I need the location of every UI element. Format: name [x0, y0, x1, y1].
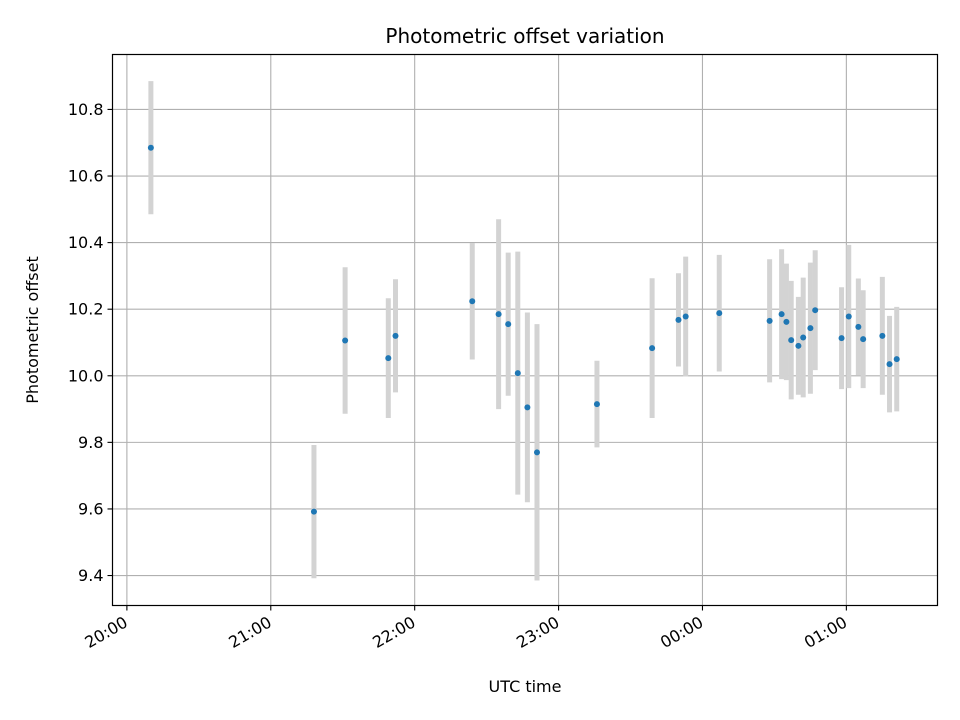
data-point	[682, 313, 689, 320]
data-point	[838, 335, 845, 342]
data-point	[469, 298, 476, 305]
y-tick-label: 9.6	[78, 499, 103, 518]
data-point	[593, 401, 600, 408]
data-point	[385, 355, 392, 362]
y-tick-label: 10.6	[68, 167, 104, 186]
y-tick-label: 10.0	[68, 366, 104, 385]
y-axis-label: Photometric offset	[23, 256, 42, 404]
data-point	[879, 332, 886, 339]
data-point	[778, 311, 785, 318]
data-point	[766, 317, 773, 324]
y-axis-ticks: 9.4 9.6 9.8 10.0 10.2 10.4 10.6 10.8	[68, 100, 113, 585]
data-point	[788, 337, 795, 344]
y-tick-label: 10.8	[68, 100, 104, 119]
data-point	[533, 449, 540, 456]
data-point	[800, 334, 807, 341]
data-point	[812, 307, 819, 314]
data-point	[807, 325, 814, 332]
data-point	[675, 316, 682, 323]
data-point	[514, 370, 521, 377]
data-point	[860, 336, 867, 343]
data-point	[716, 310, 723, 317]
data-point	[505, 321, 512, 328]
data-point	[649, 345, 656, 352]
data-point	[886, 361, 893, 368]
data-point	[495, 311, 502, 318]
data-point	[855, 323, 862, 330]
data-point	[845, 313, 852, 320]
data-points	[147, 144, 900, 515]
plot-frame	[111, 53, 939, 607]
y-tick-label: 10.2	[68, 300, 104, 319]
y-tick-label: 9.8	[78, 433, 103, 452]
data-point	[893, 356, 900, 363]
data-point	[795, 342, 802, 349]
data-point	[392, 332, 399, 339]
y-tick-label: 10.4	[68, 233, 104, 252]
data-point	[342, 337, 349, 344]
y-tick-label: 9.4	[78, 566, 103, 585]
data-point	[147, 144, 154, 151]
data-point	[524, 404, 531, 411]
data-point	[310, 508, 317, 515]
chart-title: Photometric offset variation	[385, 24, 664, 48]
data-point	[783, 318, 790, 325]
x-axis-label: UTC time	[489, 677, 562, 696]
